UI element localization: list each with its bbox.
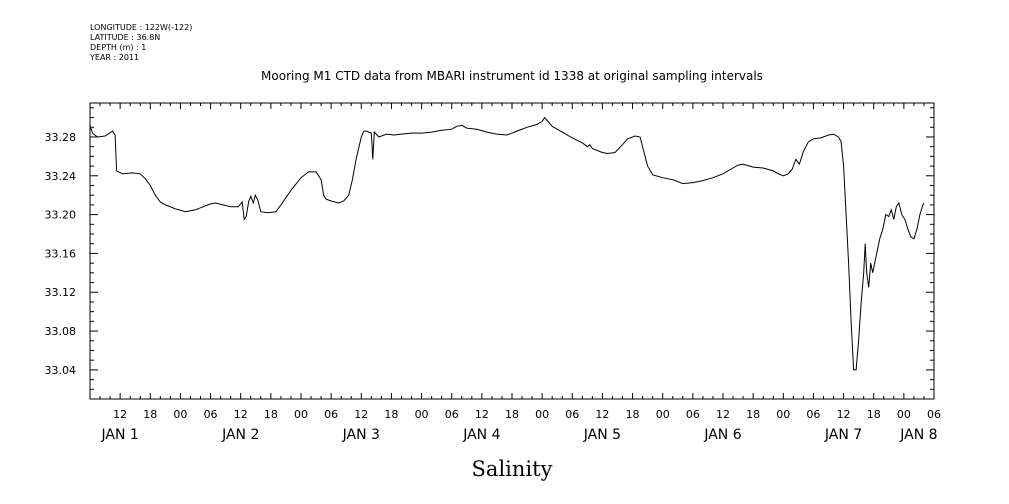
x-hour-label: 18 xyxy=(505,408,519,421)
chart-title: Mooring M1 CTD data from MBARI instrumen… xyxy=(261,69,763,83)
x-day-label: JAN 7 xyxy=(824,427,862,443)
x-hour-label: 06 xyxy=(445,408,459,421)
y-tick-label: 33.08 xyxy=(45,325,77,338)
x-day-label: JAN 8 xyxy=(899,427,937,443)
x-hour-label: 00 xyxy=(535,408,549,421)
plot-frame xyxy=(89,102,935,400)
x-day-label: JAN 3 xyxy=(342,427,380,443)
x-hour-label: 06 xyxy=(927,408,941,421)
salinity-series-line xyxy=(89,116,925,371)
y-tick-label: 33.20 xyxy=(45,209,77,222)
x-day-label: JAN 2 xyxy=(221,427,259,443)
x-axis-label: Salinity xyxy=(472,457,553,481)
y-tick-label: 33.28 xyxy=(45,131,77,144)
y-tick-labels: 33.04 33.08 33.12 33.16 33.20 33.24 33.28 xyxy=(45,131,77,377)
x-hour-label: 06 xyxy=(806,408,820,421)
x-hour-label: 00 xyxy=(656,408,670,421)
meta-year: YEAR : 2011 xyxy=(89,53,139,62)
x-hour-label: 06 xyxy=(204,408,218,421)
x-day-label: JAN 5 xyxy=(583,427,621,443)
meta-depth: DEPTH (m) : 1 xyxy=(90,43,146,52)
x-day-labels: JAN 1 JAN 2 JAN 3 JAN 4 JAN 5 JAN 6 JAN 7 JAN 8 xyxy=(100,427,937,443)
x-hour-label: 18 xyxy=(867,408,881,421)
x-hour-label: 00 xyxy=(415,408,429,421)
x-hour-label: 12 xyxy=(234,408,248,421)
x-day-label: JAN 6 xyxy=(703,427,741,443)
x-day-label: JAN 1 xyxy=(100,427,138,443)
x-hour-label: 12 xyxy=(595,408,609,421)
x-hour-label: 06 xyxy=(565,408,579,421)
x-day-label: JAN 4 xyxy=(462,427,500,443)
x-hour-label: 06 xyxy=(324,408,338,421)
meta-longitude: LONGITUDE : 122W(-122) xyxy=(90,23,192,32)
x-hour-label: 12 xyxy=(354,408,368,421)
x-hour-label: 18 xyxy=(143,408,157,421)
meta-latitude: LATITUDE : 36.8N xyxy=(90,33,160,42)
x-hour-tick-labels: 12 18 00 06 12 18 00 06 12 18 00 06 12 18 00 06 12 18 00 06… xyxy=(113,408,941,421)
x-hour-label: 00 xyxy=(776,408,790,421)
y-tick-label: 33.12 xyxy=(45,286,77,299)
x-hour-label: 00 xyxy=(173,408,187,421)
x-hour-label: 18 xyxy=(626,408,640,421)
x-hour-label: 12 xyxy=(113,408,127,421)
x-hour-label: 00 xyxy=(294,408,308,421)
x-hour-label: 18 xyxy=(746,408,760,421)
x-hour-label: 18 xyxy=(384,408,398,421)
y-tick-label: 33.16 xyxy=(45,247,77,260)
x-hour-label: 12 xyxy=(475,408,489,421)
y-tick-label: 33.24 xyxy=(45,170,77,183)
x-hour-label: 12 xyxy=(837,408,851,421)
x-hour-label: 06 xyxy=(686,408,700,421)
x-hour-label: 12 xyxy=(716,408,730,421)
x-hour-label: 18 xyxy=(264,408,278,421)
axis-ticks xyxy=(89,103,935,399)
x-hour-label: 00 xyxy=(897,408,911,421)
y-tick-label: 33.04 xyxy=(45,364,77,377)
